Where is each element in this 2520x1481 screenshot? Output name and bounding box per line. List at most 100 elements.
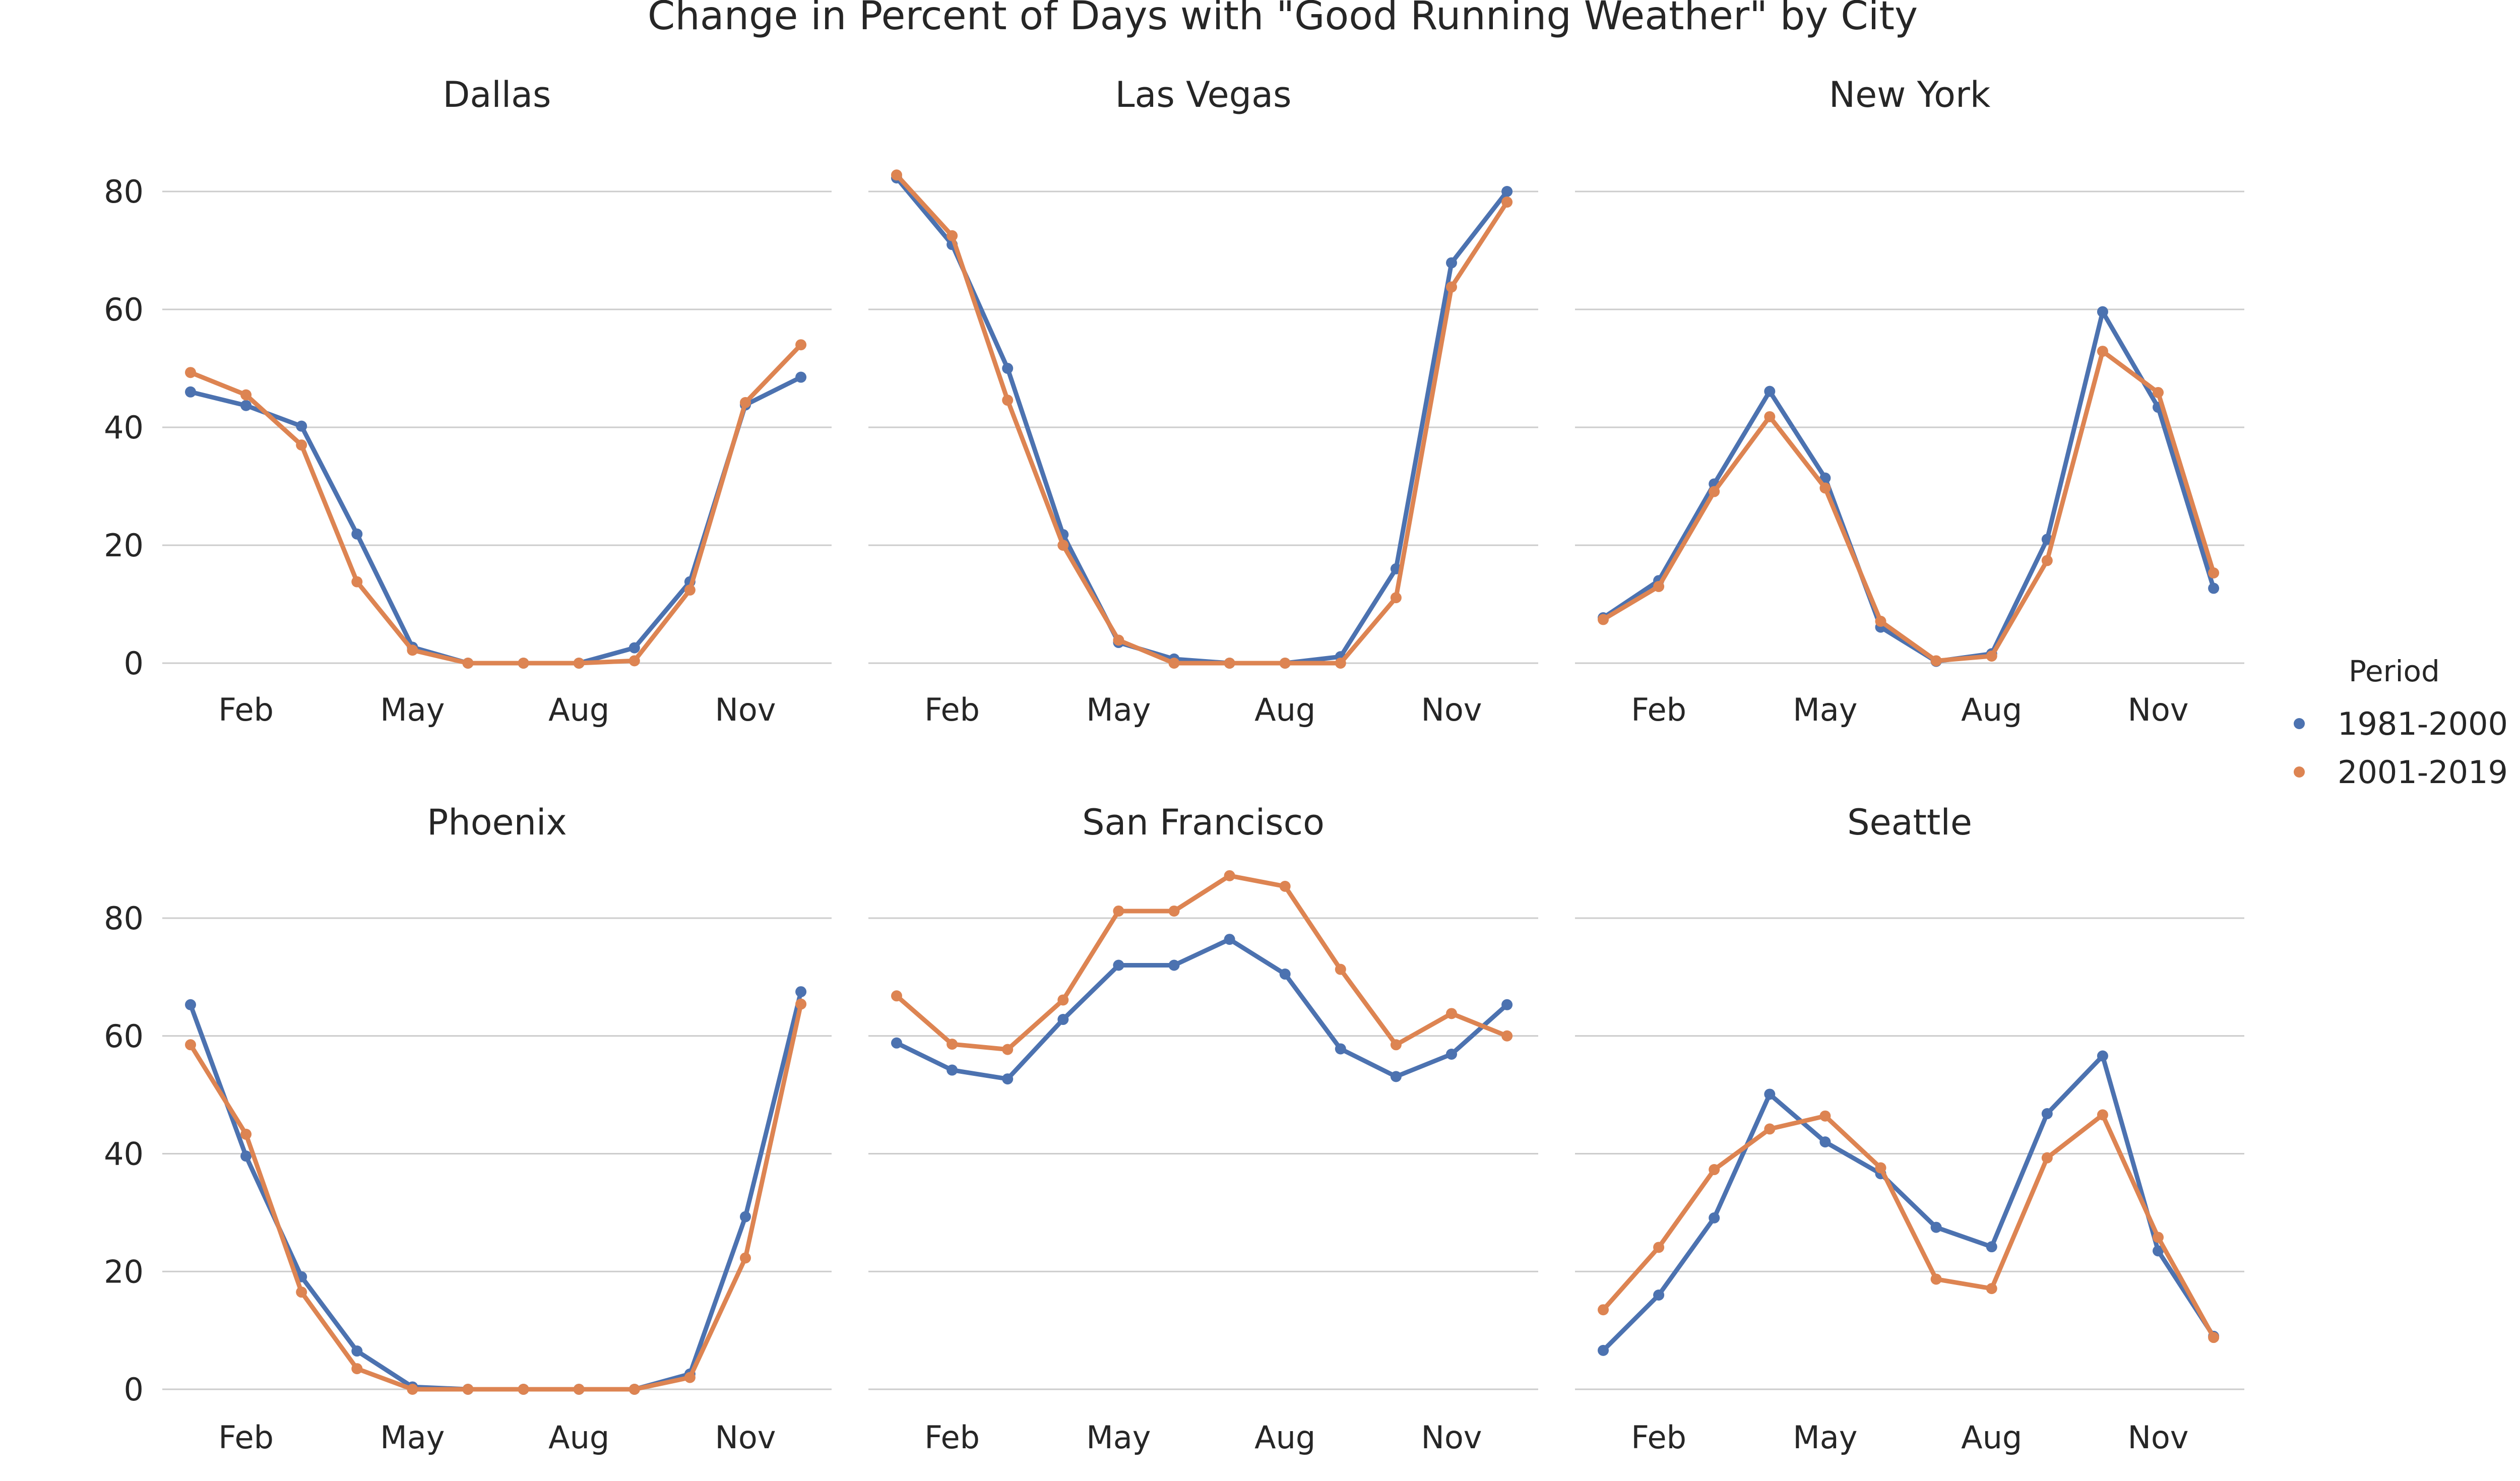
data-point	[1501, 999, 1513, 1010]
series-line-1981-2000	[1601, 1054, 2216, 1353]
panel-dallas: 0 20 40 60 80 Feb May Aug Nov Dallas	[104, 74, 832, 728]
panel-title: Dallas	[443, 74, 551, 115]
data-point	[1764, 411, 1776, 422]
data-point	[1390, 592, 1402, 604]
y-tick-label: 40	[104, 409, 144, 446]
data-point	[2041, 1152, 2053, 1164]
data-point	[740, 1252, 751, 1264]
data-point	[1224, 658, 1235, 669]
data-point	[1446, 281, 1457, 293]
data-point	[2208, 583, 2220, 594]
data-point	[1335, 658, 1346, 669]
data-point	[1653, 581, 1665, 592]
data-point	[1709, 486, 1720, 497]
data-point	[185, 386, 196, 398]
data-point	[1113, 959, 1124, 971]
x-tick-label: Nov	[1421, 691, 1482, 728]
data-point	[1113, 634, 1124, 646]
y-tick-label: 20	[104, 1253, 144, 1290]
data-point	[296, 439, 307, 451]
data-point	[573, 1384, 585, 1395]
data-point	[2153, 1245, 2164, 1257]
data-point	[407, 645, 418, 656]
panel-title: San Francisco	[1082, 802, 1325, 843]
data-point	[462, 658, 474, 669]
series-line-1981-2000	[188, 989, 803, 1392]
data-point	[1598, 614, 1609, 625]
data-point	[1653, 1290, 1665, 1301]
data-point	[2208, 567, 2220, 578]
series-line-2001-2019	[894, 172, 1509, 666]
legend-title: Period	[2349, 654, 2440, 688]
data-point	[1057, 540, 1069, 551]
panel-title: Seattle	[1847, 802, 1972, 843]
data-point	[351, 1345, 363, 1357]
data-point	[1819, 482, 1831, 494]
panel-las-vegas: Feb May Aug Nov Las Vegas	[868, 74, 1538, 728]
x-tick-label: Nov	[2127, 691, 2188, 728]
panel-title: New York	[1829, 74, 1991, 115]
panel-new-york: Feb May Aug Nov New York	[1575, 74, 2244, 728]
data-point	[1057, 994, 1069, 1006]
data-point	[1819, 1110, 1831, 1122]
series-line-2001-2019	[1601, 349, 2216, 663]
x-tick-label: May	[380, 691, 445, 728]
data-point	[1930, 655, 1942, 667]
data-point	[1875, 615, 1886, 627]
x-tick-label: Aug	[1961, 1419, 2022, 1456]
data-point	[1057, 1014, 1069, 1025]
panel-title: Phoenix	[427, 802, 567, 843]
data-point	[1501, 197, 1513, 208]
data-point	[891, 990, 902, 1002]
y-tick-label: 0	[124, 645, 144, 682]
panel-san-francisco: Feb May Aug Nov San Francisco	[868, 802, 1538, 1456]
x-tick-label: Feb	[924, 691, 980, 728]
data-point	[1168, 905, 1180, 917]
data-point	[684, 584, 696, 596]
data-point	[947, 230, 958, 241]
series-line-1981-2000	[894, 175, 1509, 666]
data-point	[351, 1363, 363, 1375]
series-line-1981-2000	[894, 937, 1509, 1081]
x-tick-label: Nov	[715, 1419, 776, 1456]
data-point	[1598, 1344, 1609, 1356]
legend: Period 1981-2000 2001-2019	[2294, 654, 2508, 791]
data-point	[2097, 346, 2108, 357]
data-point	[1764, 1088, 1776, 1100]
data-point	[1709, 1164, 1720, 1176]
data-point	[2097, 306, 2108, 317]
data-point	[1335, 963, 1346, 975]
chart-title: Change in Percent of Days with "Good Run…	[648, 0, 1918, 39]
data-point	[240, 1128, 252, 1140]
y-tick-label: 20	[104, 527, 144, 564]
series-line-2001-2019	[894, 873, 1509, 1052]
data-point	[1113, 905, 1124, 917]
data-point	[628, 642, 640, 654]
data-point	[2097, 1109, 2108, 1121]
data-point	[1279, 658, 1291, 669]
panel-seattle: Feb May Aug Nov Seattle	[1575, 802, 2244, 1456]
data-point	[1653, 1242, 1665, 1253]
x-tick-label: May	[1086, 1419, 1151, 1456]
data-point	[1598, 1304, 1609, 1316]
data-point	[1002, 363, 1014, 374]
data-point	[740, 397, 751, 408]
x-tick-label: Feb	[924, 1419, 980, 1456]
x-tick-label: Aug	[1961, 691, 2022, 728]
data-point	[795, 371, 807, 383]
data-point	[2041, 555, 2053, 566]
data-point	[1168, 959, 1180, 971]
data-point	[1930, 1273, 1942, 1285]
panels: 0 20 40 60 80 Feb May Aug Nov Dallas Feb May Aug Nov L…	[104, 74, 2244, 1456]
x-tick-label: Feb	[218, 1419, 274, 1456]
legend-marker	[2294, 718, 2305, 729]
x-tick-label: May	[380, 1419, 445, 1456]
data-point	[2153, 387, 2164, 398]
data-point	[185, 1039, 196, 1051]
data-point	[1819, 1136, 1831, 1148]
x-tick-label: May	[1793, 691, 1857, 728]
data-point	[1764, 1123, 1776, 1135]
data-point	[296, 420, 307, 432]
data-point	[407, 1384, 418, 1395]
data-point	[1446, 257, 1457, 269]
